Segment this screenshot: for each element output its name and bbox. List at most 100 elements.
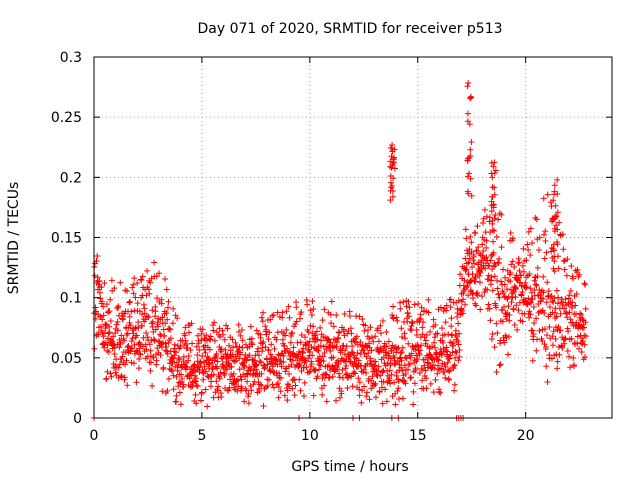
data-point-689: [262, 364, 269, 371]
data-point-435: [198, 389, 205, 396]
data-point-375: [184, 364, 191, 371]
data-point-615: [243, 357, 250, 364]
data-point-1609: [490, 163, 497, 170]
x-tick-label-2: 10: [301, 428, 319, 444]
data-point-366: [181, 332, 188, 339]
data-point-567: [231, 358, 238, 365]
data-point-634: [248, 387, 255, 394]
data-point-679: [259, 344, 266, 351]
data-point-589: [237, 351, 244, 358]
data-point-1402: [438, 325, 445, 332]
data-point-1269: [405, 313, 412, 320]
data-point-1906: [564, 314, 571, 321]
data-point-276: [159, 314, 166, 321]
data-point-460: [205, 361, 212, 368]
data-point-1810: [540, 273, 547, 280]
data-point-914: [317, 342, 324, 349]
data-point-1051: [351, 354, 358, 361]
data-point-1458: [452, 327, 459, 334]
data-point-808: [291, 392, 298, 399]
data-point-1193: [387, 380, 394, 387]
data-point-1695: [511, 321, 518, 328]
data-point-1223: [394, 388, 401, 395]
data-point-779: [284, 397, 291, 404]
data-point-538: [224, 325, 231, 332]
data-point-833: [297, 339, 304, 346]
data-point-1021: [344, 385, 351, 392]
data-point-520: [220, 331, 227, 338]
data-point-350: [177, 401, 184, 408]
data-point-479: [209, 322, 216, 329]
data-point-725: [270, 384, 277, 391]
data-point-1384: [434, 330, 441, 337]
data-point-193: [138, 322, 145, 329]
data-point-1987: [391, 146, 398, 153]
data-point-778: [284, 345, 291, 352]
data-point-1470: [455, 297, 462, 304]
data-point-1134: [372, 381, 379, 388]
data-point-527: [221, 336, 228, 343]
data-point-704: [265, 347, 272, 354]
data-point-351: [178, 371, 185, 378]
data-point-1905: [563, 272, 570, 279]
data-point-756: [278, 363, 285, 370]
data-point-174: [134, 280, 141, 287]
data-point-921: [319, 317, 326, 324]
data-point-526: [221, 371, 228, 378]
data-point-1341: [423, 332, 430, 339]
data-point-338: [174, 342, 181, 349]
data-point-1110: [366, 396, 373, 403]
data-point-1627: [494, 259, 501, 266]
data-point-2021: [467, 95, 474, 102]
data-point-877: [308, 361, 315, 367]
data-point-1701: [513, 302, 520, 309]
data-point-1930: [570, 275, 577, 282]
data-point-254: [154, 295, 161, 302]
data-point-1728: [519, 262, 526, 269]
data-point-1287: [410, 388, 417, 395]
data-point-1338: [423, 375, 430, 382]
data-point-1473: [456, 347, 463, 354]
data-point-27: [97, 313, 104, 320]
data-point-666: [256, 387, 263, 394]
data-point-1633: [496, 294, 503, 301]
data-point-1828: [544, 191, 551, 198]
data-point-1988: [389, 193, 396, 200]
data-point-1594: [486, 305, 493, 312]
data-point-1097: [363, 393, 370, 400]
data-point-246: [152, 313, 159, 320]
data-point-1531: [471, 260, 478, 267]
data-point-1918: [567, 364, 574, 371]
data-point-1758: [527, 285, 534, 292]
data-point-15: [94, 274, 101, 281]
data-point-2042: [489, 174, 496, 181]
data-point-714: [268, 341, 275, 348]
data-point-1039: [348, 349, 355, 356]
data-point-39: [100, 312, 107, 319]
data-point-1179: [383, 343, 390, 350]
data-point-210: [143, 329, 150, 336]
data-point-596: [238, 327, 245, 334]
data-point-1077: [358, 399, 365, 406]
data-point-83: [111, 351, 118, 358]
data-point-585: [236, 355, 243, 362]
data-point-1514: [466, 255, 473, 262]
data-point-945: [325, 336, 332, 343]
data-point-286: [161, 275, 168, 282]
data-point-1081: [359, 316, 366, 323]
labels: Day 071 of 2020, SRMTID for receiver p51…: [6, 21, 503, 475]
data-point-554: [228, 363, 235, 370]
data-point-1615: [491, 273, 498, 280]
data-point-1832: [545, 288, 552, 295]
data-point-1916: [566, 309, 573, 316]
data-point-1069: [356, 313, 363, 320]
data-point-1370: [431, 339, 438, 346]
data-point-984: [335, 334, 342, 341]
data-point-919: [319, 391, 326, 398]
data-point-1160: [378, 384, 385, 391]
data-point-1942: [573, 311, 580, 318]
data-point-1610: [490, 249, 497, 256]
data-point-2024: [468, 94, 475, 101]
data-point-1218: [393, 314, 400, 321]
data-point-1862: [553, 222, 560, 229]
